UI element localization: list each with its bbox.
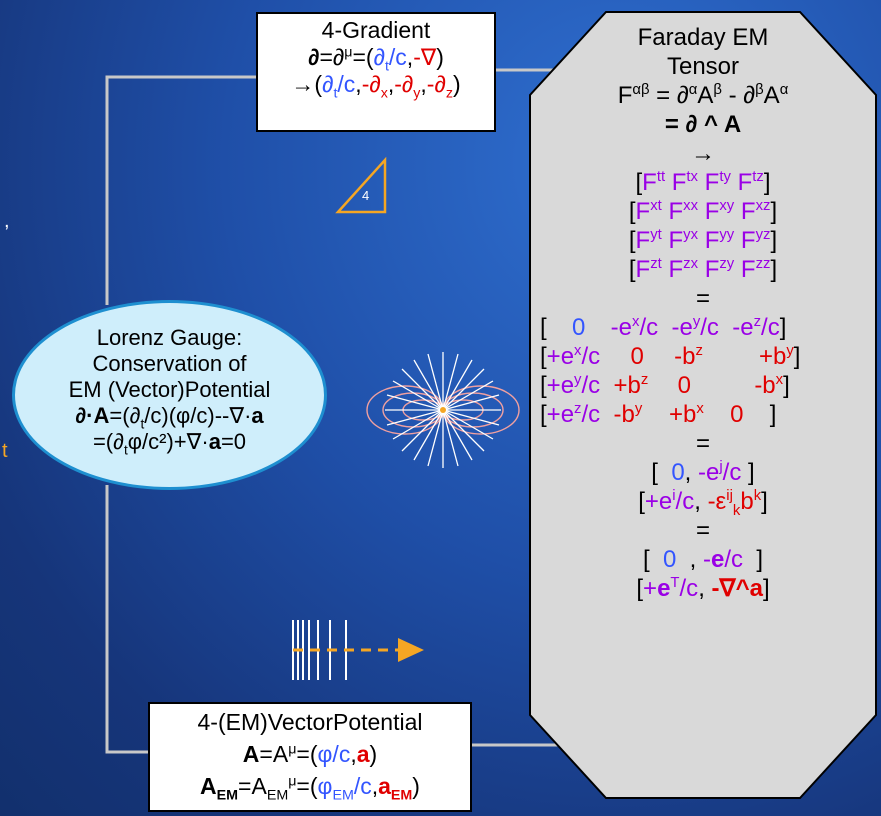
tensor-component-index: yt (650, 227, 662, 243)
wave-arrow-icon (292, 620, 424, 680)
tensor-component: F (668, 198, 684, 225)
tensor-title-1: Faraday EM (637, 24, 769, 51)
lorenz-line-3: EM (Vector)Potential (68, 377, 271, 402)
faraday-tensor-panel: Faraday EM Tensor Fαβ = ∂αAβ - ∂βAα = ∂ … (528, 10, 878, 800)
gradient-definition: ∂=∂μ=(∂t/c,-∇) (308, 44, 444, 75)
tensor-component: F (704, 169, 720, 196)
matrix-row-4: [+ez/c -by +bx 0] (540, 401, 777, 428)
rank-triangle-label: 4 (362, 188, 370, 203)
tensor-component: F (704, 198, 720, 225)
tensor-component-index: zy (719, 256, 735, 272)
tensor-component: F (671, 169, 687, 196)
lorenz-title: Lorenz Gauge: (96, 325, 243, 350)
component-row: [Fzt Fzx Fzy Fzz] (628, 256, 778, 283)
potential-definition: A=Aμ=(φ/c,a) (242, 741, 378, 767)
tensor-component-index: xz (755, 198, 771, 214)
gradient-title: 4-Gradient (321, 17, 431, 43)
tensor-component: F (704, 227, 720, 254)
tensor-component: F (642, 169, 657, 196)
component-row: [Fyt Fyx Fyy Fyz] (628, 227, 778, 254)
tensor-octagon-shape (529, 11, 877, 799)
tensor-arrow: → (691, 140, 715, 167)
tensor-component-index: xt (650, 198, 662, 214)
gradient-box: 4-Gradient ∂=∂μ=(∂t/c,-∇) →(∂t/c,-∂x,-∂y… (256, 12, 496, 132)
tensor-component: F (635, 198, 651, 225)
tensor-component-index: yz (755, 227, 771, 243)
tensor-component-index: tt (656, 169, 666, 185)
tensor-component: F (740, 256, 756, 283)
lorenz-equation-2: =(∂tφ/c²)+∇·a=0 (92, 429, 247, 458)
tensor-component: F (740, 227, 756, 254)
tensor-content: Faraday EM Tensor Fαβ = ∂αAβ - ∂βAα = ∂ … (528, 10, 878, 603)
matrix-row-2: [+ex/c 0 -bz +by] (540, 343, 801, 370)
vector-row-2: [+eT/c, -∇^a] (636, 575, 770, 602)
tensor-component-index: zx (683, 256, 699, 272)
potential-title: 4-(EM)VectorPotential (197, 709, 423, 735)
tensor-component-index: ty (719, 169, 731, 185)
tensor-component: F (635, 256, 651, 283)
equals-2: = (695, 430, 710, 457)
tensor-component-index: zt (650, 256, 662, 272)
tensor-components: [Ftt Ftx Fty Ftz] [Fxt Fxx Fxy Fxz] [Fyt F… (528, 168, 878, 284)
left-edge-comma: , (4, 210, 10, 232)
tensor-component: F (737, 169, 753, 196)
matrix-row-3: [+ey/c +bz 0 -bx] (540, 372, 790, 399)
tensor-component-index: yy (719, 227, 735, 243)
tensor-wedge: = ∂ ^ A (664, 111, 742, 138)
potential-em-definition: AEM=AEMμ=(φEM/c,aEM) (200, 773, 420, 804)
tensor-component-index: tz (752, 169, 764, 185)
vector-row-1: [ 0 , -e/c ] (642, 546, 764, 573)
tensor-definition: Fαβ = ∂αAβ - ∂βAα (617, 82, 789, 109)
lorenz-gauge-ellipse: Lorenz Gauge: Conservation of EM (Vector… (12, 300, 327, 490)
compact-row-2: [+ei/c, -εijkbk] (638, 488, 768, 519)
tensor-component: F (704, 256, 720, 283)
lorenz-line-2: Conservation of (92, 351, 247, 376)
bottom-left-connector (105, 485, 150, 754)
lorenz-equation-1: ∂·A=(∂t/c)(φ/c)--∇·a (75, 403, 264, 432)
equals-3: = (695, 517, 710, 544)
gradient-components: →(∂t/c,-∂x,-∂y,-∂z) (291, 71, 461, 102)
tensor-component-index: xx (683, 198, 699, 214)
tensor-title-2: Tensor (666, 53, 740, 80)
top-left-connector (105, 75, 258, 305)
component-row: [Ftt Ftx Fty Ftz] (635, 169, 771, 196)
matrix-row-1: [0 -ex/c -ey/c -ez/c] (540, 314, 787, 341)
tensor-component-index: yx (683, 227, 699, 243)
rank-triangle-icon (335, 156, 387, 214)
tensor-component: F (740, 198, 756, 225)
tensor-component: F (668, 227, 684, 254)
tensor-component: F (635, 227, 651, 254)
tensor-explicit-matrix: [0 -ex/c -ey/c -ez/c] [+ex/c 0 -bz +by] [+ey… (528, 313, 878, 429)
tensor-component-index: tx (686, 169, 698, 185)
vector-potential-box: 4-(EM)VectorPotential A=Aμ=(φ/c,a) AEM=A… (148, 702, 472, 812)
component-row: [Fxt Fxx Fxy Fxz] (628, 198, 778, 225)
compact-row-1: [ 0, -ej/c ] (651, 459, 755, 486)
tensor-component-index: zz (755, 256, 771, 272)
dipole-field-icon (366, 352, 520, 468)
equals-1: = (695, 285, 710, 312)
tensor-component-index: xy (719, 198, 735, 214)
left-edge-t: t (2, 440, 8, 462)
tensor-component: F (668, 256, 684, 283)
